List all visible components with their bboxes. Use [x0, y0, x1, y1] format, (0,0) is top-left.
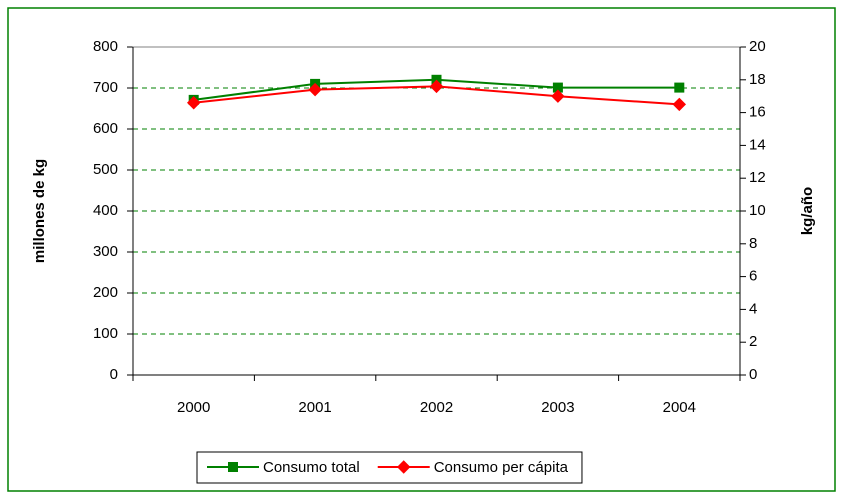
y2-tick-label: 2	[749, 333, 757, 350]
x-tick-label: 2004	[663, 399, 696, 416]
y-tick-label: 600	[93, 120, 118, 137]
x-tick-label: 2001	[298, 399, 331, 416]
y-tick-label: 400	[93, 202, 118, 219]
legend: Consumo total Consumo per cápita	[196, 451, 583, 484]
marker	[228, 462, 238, 472]
y-tick-label: 0	[110, 366, 118, 383]
y2-tick-label: 10	[749, 202, 766, 219]
y2-tick-label: 18	[749, 71, 766, 88]
y-tick-label: 200	[93, 284, 118, 301]
marker	[672, 97, 687, 112]
y2-tick-label: 14	[749, 136, 766, 153]
y2-tick-label: 6	[749, 268, 757, 285]
y2-tick-label: 8	[749, 235, 757, 252]
marker	[551, 89, 565, 103]
legend-label: Consumo per cápita	[434, 459, 569, 476]
y2-tick-label: 16	[749, 104, 766, 121]
marker	[674, 82, 685, 93]
y-tick-label: 300	[93, 243, 118, 260]
y2-tick-label: 0	[749, 366, 757, 383]
marker	[429, 79, 444, 94]
x-tick-label: 2002	[420, 399, 453, 416]
x-tick-label: 2000	[177, 399, 210, 416]
y2-axis-label: kg/año	[799, 187, 816, 235]
y-axis-label: millones de kg	[31, 159, 48, 263]
y-tick-label: 500	[93, 161, 118, 178]
marker	[397, 460, 411, 474]
y2-tick-label: 12	[749, 169, 766, 186]
marker	[186, 96, 201, 110]
y-tick-label: 800	[93, 38, 118, 55]
y2-tick-label: 4	[749, 300, 757, 317]
legend-label: Consumo total	[263, 459, 360, 476]
x-tick-label: 2003	[541, 399, 574, 416]
y-tick-label: 700	[93, 79, 118, 96]
marker	[308, 82, 322, 97]
y2-tick-label: 20	[749, 38, 766, 55]
y-tick-label: 100	[93, 325, 118, 342]
